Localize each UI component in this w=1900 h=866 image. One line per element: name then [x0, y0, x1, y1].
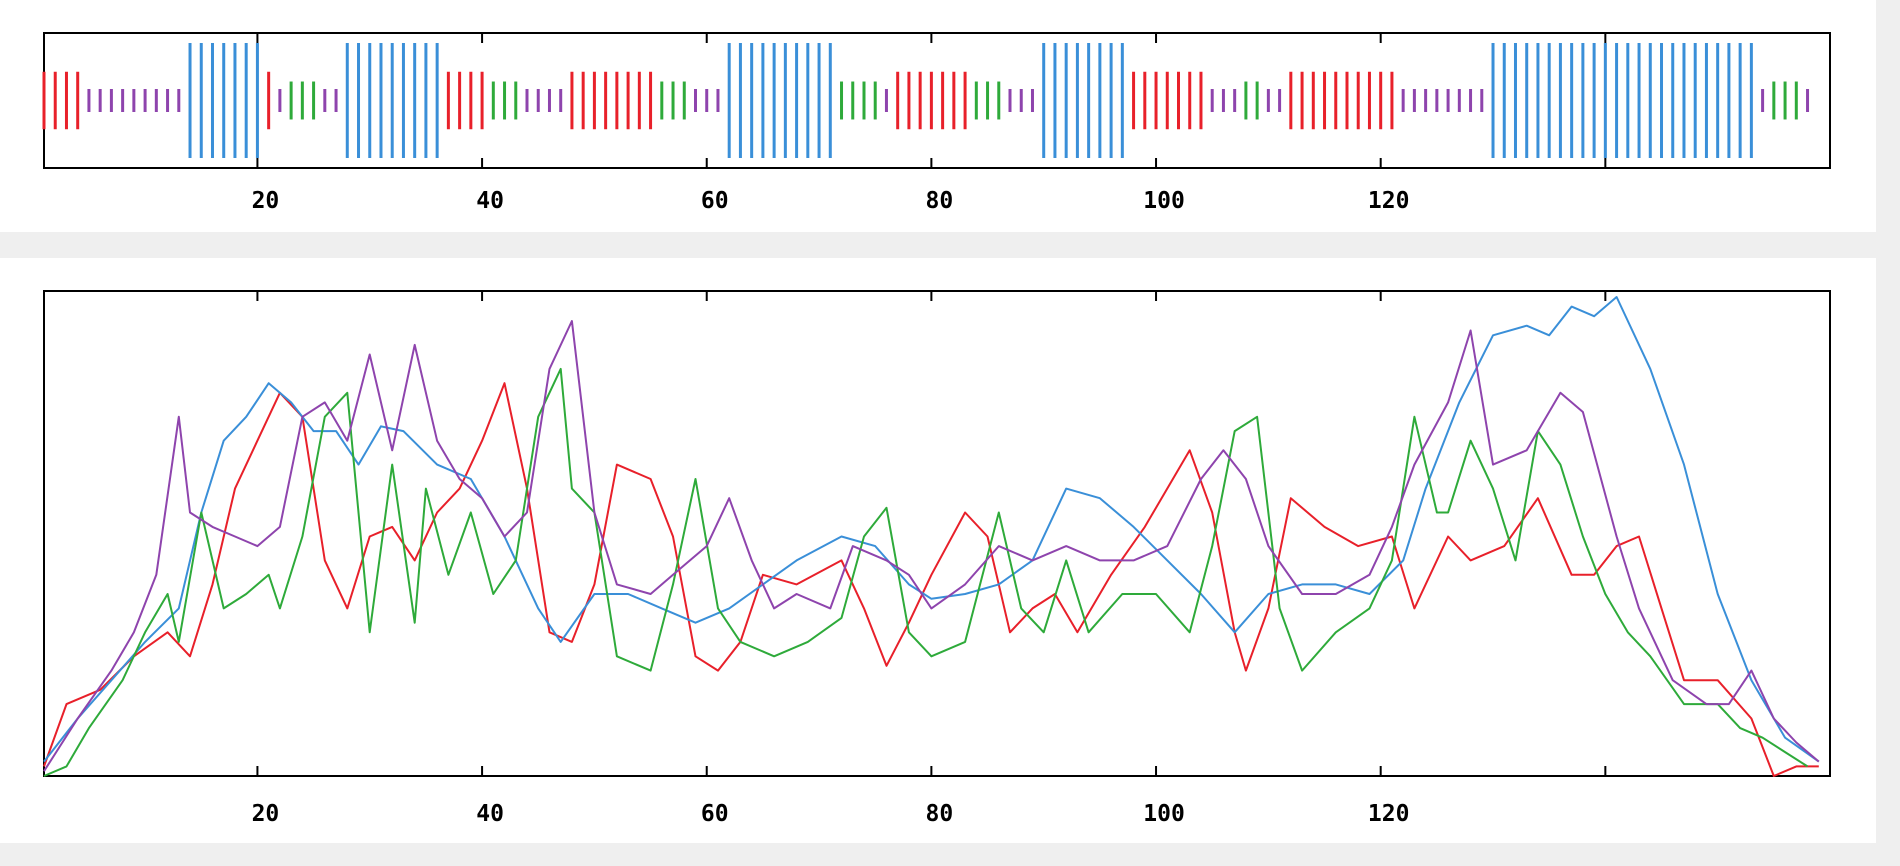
- plot-frame: [43, 290, 1831, 777]
- series-line-G: [43, 367, 1809, 777]
- sequence-panel: 20 40 60 80 100 120: [0, 0, 1876, 232]
- x-tick-label: 100: [1143, 801, 1185, 827]
- sequence-chart: 20 40 60 80 100 120: [42, 32, 1831, 214]
- series-line-C: [43, 296, 1820, 763]
- x-tick-label: 20: [252, 188, 280, 214]
- x-tick-label: 40: [476, 801, 504, 827]
- x-tick-label: 60: [701, 188, 729, 214]
- x-tick-label: 80: [926, 801, 954, 827]
- x-tick-label: 120: [1368, 188, 1410, 214]
- x-tick-label: 60: [701, 801, 729, 827]
- series-line-A: [43, 382, 1819, 777]
- plot-frame: [43, 32, 1831, 169]
- x-tick-label: 100: [1143, 188, 1185, 214]
- x-tick-label: 20: [252, 801, 280, 827]
- series-line-T: [43, 320, 1820, 772]
- x-tick-label: 40: [476, 188, 504, 214]
- signal-panel: 20 40 60 80 100 120: [0, 258, 1876, 843]
- x-tick-label: 120: [1368, 801, 1410, 827]
- signal-chart: 20 40 60 80 100 120: [43, 290, 1831, 827]
- x-tick-label: 80: [926, 188, 954, 214]
